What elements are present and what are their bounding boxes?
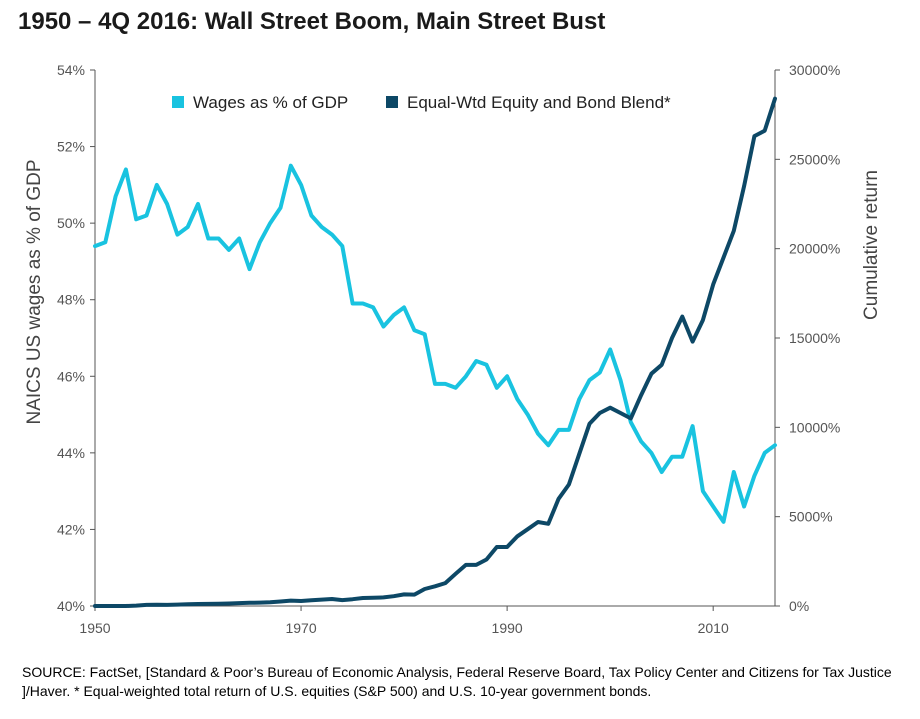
y-tick-label-left: 52% [57, 139, 85, 155]
dual-axis-line-chart: 40% 42% 44% 46% 48% 50% 52% 54% 0% 5000% 10000% 150… [24, 62, 882, 636]
y-tick-label-right: 15000% [789, 330, 840, 346]
y-tick-label-left: 48% [57, 292, 85, 308]
x-tick-label: 1950 [79, 620, 110, 636]
y-tick-label-left: 40% [57, 598, 85, 614]
x-tick-label: 1990 [492, 620, 523, 636]
y-tick-label-left: 44% [57, 445, 85, 461]
axes: 40% 42% 44% 46% 48% 50% 52% 54% 0% 5000% 10000% 150… [57, 62, 840, 636]
legend-swatch-wages [172, 96, 184, 108]
y-axis-label-left: NAICS US wages as % of GDP [24, 159, 45, 424]
series-lines [93, 96, 777, 608]
y-tick-label-right: 30000% [789, 62, 840, 78]
blend-series-line [93, 96, 777, 608]
legend-label-blend: Equal-Wtd Equity and Bond Blend* [407, 93, 671, 112]
legend-label-wages: Wages as % of GDP [193, 93, 348, 112]
y-tick-label-right: 20000% [789, 241, 840, 257]
chart-legend: Wages as % of GDP Equal-Wtd Equity and Bo… [172, 93, 671, 112]
y-tick-label-left: 50% [57, 215, 85, 231]
y-tick-label-right: 5000% [789, 509, 833, 525]
chart-title: 1950 – 4Q 2016: Wall Street Boom, Main S… [18, 8, 606, 35]
y-tick-label-right: 25000% [789, 151, 840, 167]
wages-series-line [93, 163, 777, 524]
y-tick-label-left: 42% [57, 521, 85, 537]
x-tick-label: 2010 [698, 620, 729, 636]
source-footnote: SOURCE: FactSet, [Standard & Poor’s Bure… [22, 664, 892, 699]
x-tick-label: 1970 [285, 620, 316, 636]
y-tick-label-right: 0% [789, 598, 809, 614]
y-tick-label-right: 10000% [789, 419, 840, 435]
y-axis-label-right: Cumulative return [861, 170, 882, 320]
y-tick-label-left: 46% [57, 368, 85, 384]
legend-swatch-blend [386, 96, 398, 108]
y-tick-label-left: 54% [57, 62, 85, 78]
